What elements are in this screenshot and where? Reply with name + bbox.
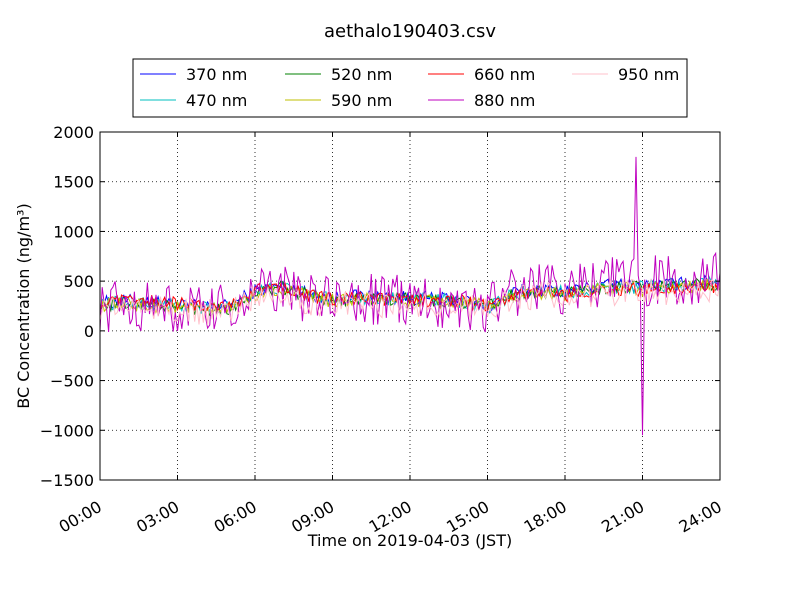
legend-label: 590 nm xyxy=(331,91,392,110)
legend-label: 660 nm xyxy=(474,65,535,84)
series-line-880-nm xyxy=(99,156,721,436)
legend-label: 880 nm xyxy=(474,91,535,110)
y-axis-label: BC Concentration (ng/m³) xyxy=(14,203,33,408)
y-tick-label: −1500 xyxy=(40,471,94,490)
y-tick-label: 500 xyxy=(63,272,94,291)
x-tick-label: 18:00 xyxy=(521,497,570,537)
x-tick-label: 21:00 xyxy=(598,497,647,537)
legend: 370 nm 470 nm 520 nm 590 nm 660 nm 880 nm 950 … xyxy=(132,58,688,118)
x-tick-label: 03:00 xyxy=(133,497,182,537)
x-tick-label: 06:00 xyxy=(211,497,260,537)
legend-label: 470 nm xyxy=(186,91,247,110)
y-tick-label: 1000 xyxy=(53,222,94,241)
x-tick-label: 24:00 xyxy=(676,497,725,537)
legend-box xyxy=(132,58,688,118)
y-tick-label: 2000 xyxy=(53,123,94,142)
x-tick-label: 00:00 xyxy=(56,497,105,537)
legend-label: 370 nm xyxy=(186,65,247,84)
y-tick-label: −1000 xyxy=(40,421,94,440)
series-line-950-nm xyxy=(99,278,721,326)
y-tick-label: 1500 xyxy=(53,173,94,192)
chart-title: aethalo190403.csv xyxy=(324,21,496,42)
series-line-590-nm xyxy=(99,278,721,314)
series-line-370-nm xyxy=(99,274,721,314)
y-tick-label: −500 xyxy=(50,372,94,391)
legend-label: 950 nm xyxy=(618,65,679,84)
y-tick-label: 0 xyxy=(84,322,94,341)
x-axis-label: Time on 2019-04-03 (JST) xyxy=(307,531,512,550)
series-line-520-nm xyxy=(99,277,721,317)
plot-area: −1500 −1000 −500 0 500 1000 1500 2000 00:00 03:00… xyxy=(40,123,725,537)
legend-label: 520 nm xyxy=(331,65,392,84)
